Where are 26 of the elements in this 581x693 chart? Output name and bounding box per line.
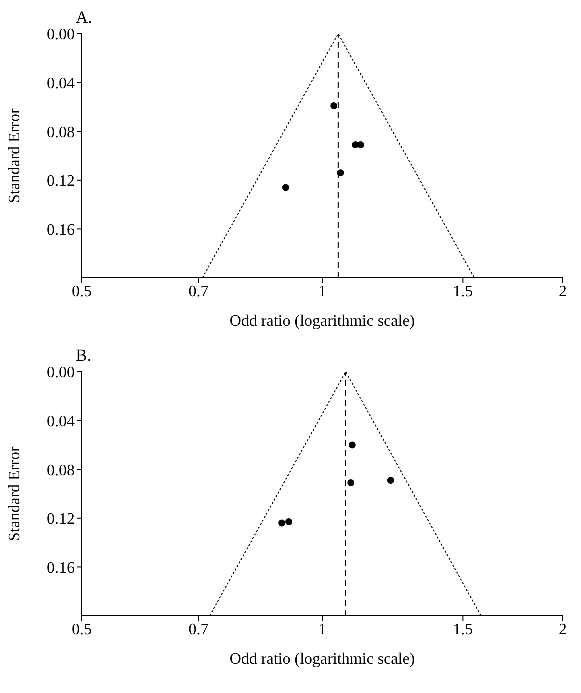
y-tick-label: 0.00 xyxy=(47,26,75,44)
x-tick-label: 1.5 xyxy=(453,283,474,300)
y-tick-label: 0.16 xyxy=(47,560,75,577)
x-tick-label: 0.5 xyxy=(72,621,92,638)
x-axis-title: Odd ratio (logarithmic scale) xyxy=(230,651,416,668)
x-tick-label: 2 xyxy=(559,283,567,300)
chart-title: B. xyxy=(76,346,92,366)
y-tick-label: 0.12 xyxy=(47,173,75,190)
x-tick-label: 0.7 xyxy=(188,283,209,300)
y-tick-label: 0.04 xyxy=(47,413,75,430)
x-tick-label: 0.5 xyxy=(72,283,92,300)
y-tick-label: 0.00 xyxy=(47,364,75,382)
y-tick-label: 0.04 xyxy=(47,75,75,92)
y-tick-label: 0.08 xyxy=(47,462,75,480)
y-tick-label: 0.08 xyxy=(47,124,75,142)
y-axis-title: Standard Error xyxy=(6,446,24,542)
y-tick-label: 0.12 xyxy=(47,511,75,528)
x-tick-label: 2 xyxy=(559,621,567,638)
y-tick-label: 0.16 xyxy=(47,222,75,239)
chart-title: A. xyxy=(76,8,93,28)
x-tick-label: 0.7 xyxy=(188,621,209,638)
x-axis-title: Odd ratio (logarithmic scale) xyxy=(230,313,416,330)
x-tick-label: 1 xyxy=(318,283,326,300)
y-axis-title: Standard Error xyxy=(6,108,24,204)
x-tick-label: 1 xyxy=(318,621,326,638)
x-tick-label: 1.5 xyxy=(453,621,474,638)
